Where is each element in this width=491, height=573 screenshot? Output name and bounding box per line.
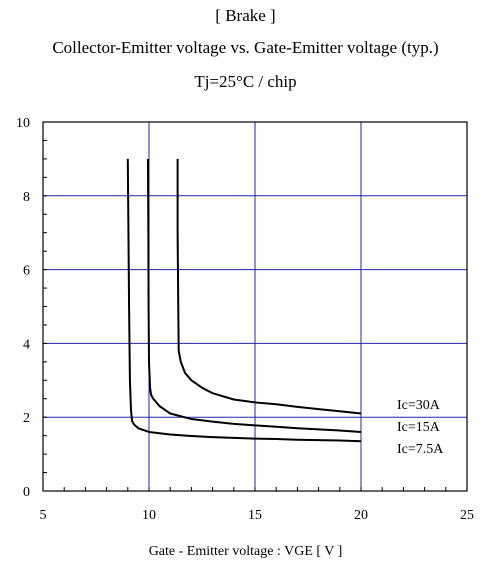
series-line [146,158,362,433]
series-line [126,158,362,443]
x-tick-label: 20 [354,508,368,523]
y-tick-label: 8 [23,190,30,205]
tick-labels: 5 10 15 20 25 0 2 4 6 8 10 [16,116,474,523]
series-lines [126,158,362,443]
chart-subtitle: Collector-Emitter voltage vs. Gate-Emitt… [52,38,439,57]
x-tick-label: 5 [40,508,47,523]
series-label: Ic=30A [397,398,441,413]
y-tick-label: 10 [16,116,30,131]
x-tick-label: 25 [460,508,474,523]
chart-condition: Tj=25°C / chip [194,72,297,91]
x-tick-label: 15 [248,508,262,523]
y-tick-label: 2 [23,411,30,426]
x-tick-label: 10 [142,508,156,523]
series-labels: Ic=30A Ic=15A Ic=7.5A [397,398,444,457]
chart-title: [ Brake ] [215,6,276,25]
minor-ticks [42,121,468,492]
series-line [176,158,362,415]
series-label: Ic=15A [397,420,441,435]
series-label: Ic=7.5A [397,442,444,457]
grid-lines [43,122,467,491]
y-tick-label: 4 [23,337,30,352]
x-axis-label: Gate - Emitter voltage : VGE [ V ] [148,544,343,559]
y-tick-label: 6 [23,264,30,279]
y-tick-label: 0 [23,485,30,500]
